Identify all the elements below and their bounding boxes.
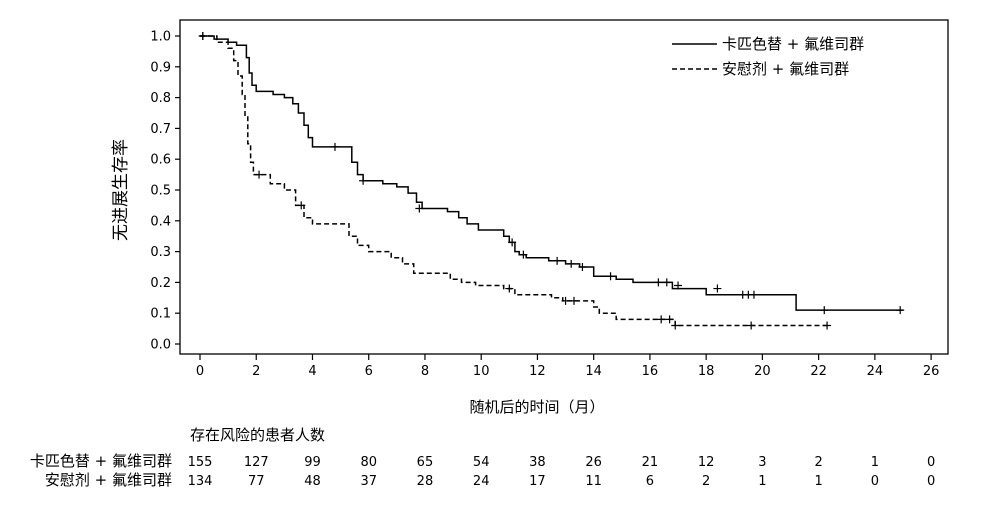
- x-tick-label: 22: [810, 364, 827, 379]
- risk-value-capivasertib: 12: [698, 455, 715, 470]
- risk-value-placebo: 1: [814, 474, 822, 489]
- x-tick-label: 6: [365, 364, 373, 379]
- x-tick-label: 20: [754, 364, 771, 379]
- y-tick-label: 0.4: [150, 214, 171, 229]
- censor-mark-capivasertib: [820, 306, 829, 315]
- risk-value-placebo: 17: [529, 474, 546, 489]
- risk-value-capivasertib: 21: [642, 455, 659, 470]
- censor-mark-placebo: [505, 284, 514, 293]
- censor-mark-placebo: [569, 296, 578, 305]
- censor-mark-capivasertib: [749, 290, 758, 299]
- risk-row-label-capivasertib: 卡匹色替 + 氟维司群: [30, 452, 172, 470]
- series-line-placebo: [200, 35, 828, 327]
- risk-value-placebo: 37: [360, 474, 377, 489]
- censor-mark-capivasertib: [674, 281, 683, 290]
- y-tick-label: 0.2: [150, 276, 171, 291]
- risk-table-title: 存在风险的患者人数: [190, 426, 325, 444]
- x-tick-label: 0: [196, 364, 204, 379]
- risk-value-placebo: 24: [473, 474, 490, 489]
- censor-mark-capivasertib: [415, 204, 424, 213]
- x-tick-label: 2: [252, 364, 260, 379]
- risk-value-capivasertib: 99: [304, 455, 321, 470]
- x-axis-ticks: 0 2 4 6 8 10 12 14 16 18 20 22 24 26: [196, 354, 940, 379]
- risk-value-capivasertib: 26: [585, 455, 602, 470]
- y-tick-label: 0.1: [150, 307, 171, 322]
- risk-value-placebo: 11: [585, 474, 602, 489]
- x-tick-label: 26: [923, 364, 940, 379]
- risk-row-label-placebo: 安慰剂 + 氟维司群: [45, 471, 172, 489]
- censor-mark-placebo: [671, 321, 680, 330]
- censor-mark-placebo: [665, 315, 674, 324]
- risk-value-capivasertib: 127: [244, 455, 269, 470]
- risk-value-capivasertib: 2: [814, 455, 822, 470]
- risk-value-placebo: 28: [417, 474, 434, 489]
- risk-value-placebo: 0: [927, 474, 935, 489]
- y-tick-label: 0.0: [150, 338, 171, 353]
- y-tick-label: 0.5: [150, 184, 171, 199]
- risk-value-capivasertib: 1: [871, 455, 879, 470]
- risk-value-placebo: 77: [248, 474, 265, 489]
- censor-mark-capivasertib: [330, 142, 339, 151]
- x-tick-label: 12: [529, 364, 546, 379]
- censor-mark-placebo: [823, 321, 832, 330]
- censor-mark-placebo: [561, 296, 570, 305]
- risk-value-capivasertib: 80: [360, 455, 377, 470]
- censor-mark-placebo: [255, 170, 264, 179]
- risk-value-placebo: 0: [871, 474, 879, 489]
- legend: 卡匹色替 + 氟维司群 安慰剂 + 氟维司群: [672, 35, 864, 78]
- x-tick-label: 16: [642, 364, 659, 379]
- censor-mark-capivasertib: [359, 176, 368, 185]
- censor-mark-placebo: [198, 32, 207, 40]
- censor-mark-capivasertib: [896, 306, 905, 315]
- censor-mark-capivasertib: [508, 238, 517, 247]
- censor-mark-capivasertib: [567, 259, 576, 268]
- x-axis-label: 随机后的时间（月）: [469, 398, 604, 416]
- y-tick-label: 0.3: [150, 245, 171, 260]
- x-tick-label: 4: [308, 364, 316, 379]
- risk-value-capivasertib: 65: [417, 455, 434, 470]
- y-tick-label: 0.9: [150, 60, 171, 75]
- plot-frame: [179, 19, 949, 355]
- censor-mark-capivasertib: [578, 263, 587, 271]
- censor-mark-capivasertib: [519, 250, 528, 259]
- risk-value-placebo: 6: [646, 474, 654, 489]
- censor-marks: [198, 32, 905, 330]
- censor-mark-capivasertib: [654, 278, 663, 287]
- y-tick-label: 0.7: [150, 122, 171, 137]
- legend-label-capivasertib: 卡匹色替 + 氟维司群: [722, 35, 864, 53]
- series-line-capivasertib: [200, 35, 903, 311]
- x-tick-label: 10: [473, 364, 490, 379]
- risk-value-placebo: 134: [188, 474, 213, 489]
- risk-value-placebo: 1: [758, 474, 766, 489]
- censor-mark-placebo: [747, 321, 756, 330]
- y-tick-label: 0.6: [150, 153, 171, 168]
- x-tick-label: 24: [867, 364, 884, 379]
- censor-mark-capivasertib: [713, 284, 722, 293]
- risk-value-placebo: 48: [304, 474, 321, 489]
- y-axis-ticks: 0.0 0.1 0.2 0.3 0.4 0.5 0.6 0.7 0.8 0.9 1.0: [150, 30, 180, 353]
- legend-label-placebo: 安慰剂 + 氟维司群: [722, 60, 849, 78]
- x-tick-label: 18: [698, 364, 715, 379]
- y-axis-label: 无进展生存率: [111, 139, 131, 241]
- risk-value-capivasertib: 0: [927, 455, 935, 470]
- censor-mark-capivasertib: [606, 272, 615, 281]
- risk-value-placebo: 2: [702, 474, 710, 489]
- risk-value-capivasertib: 3: [758, 455, 766, 470]
- risk-value-capivasertib: 54: [473, 455, 490, 470]
- x-tick-label: 14: [585, 364, 602, 379]
- y-tick-label: 0.8: [150, 91, 171, 106]
- y-tick-label: 1.0: [150, 30, 171, 45]
- censor-mark-capivasertib: [662, 278, 671, 287]
- series-layer: [200, 35, 903, 327]
- risk-value-capivasertib: 155: [188, 455, 213, 470]
- x-tick-label: 8: [421, 364, 429, 379]
- censor-mark-placebo: [297, 201, 306, 210]
- censor-mark-capivasertib: [553, 256, 562, 265]
- risk-value-capivasertib: 38: [529, 455, 546, 470]
- censor-mark-placebo: [657, 315, 666, 324]
